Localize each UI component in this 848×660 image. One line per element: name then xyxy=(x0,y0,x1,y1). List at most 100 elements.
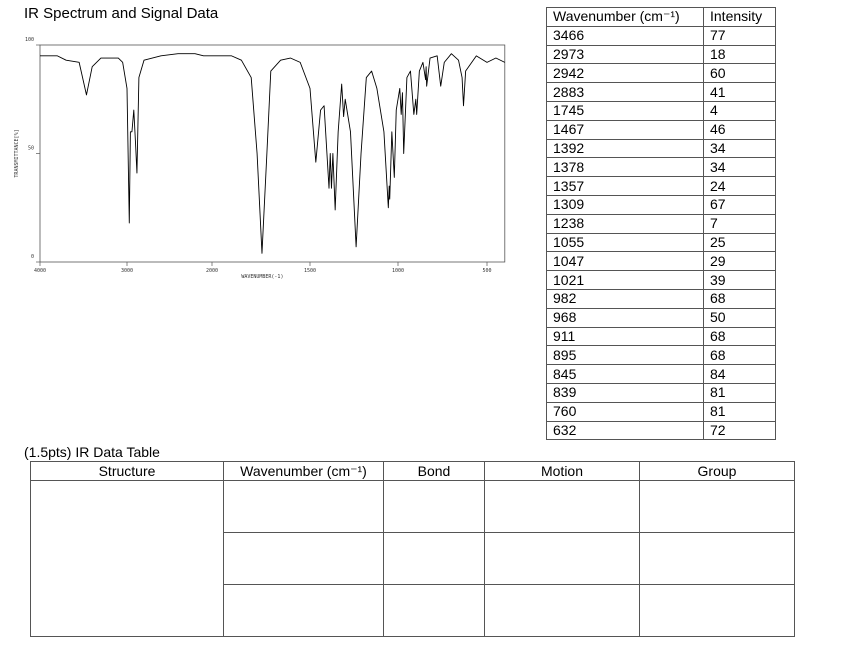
signal-row: 2883 41 xyxy=(546,82,776,102)
cell: 968 xyxy=(546,307,704,328)
x-tick-label: 1500 xyxy=(304,268,316,274)
cell: 632 xyxy=(546,420,704,441)
signal-row: 1745 4 xyxy=(546,100,776,121)
signal-row: 1392 34 xyxy=(546,138,776,159)
cell: 72 xyxy=(703,420,776,441)
signal-row: 1021 39 xyxy=(546,270,776,290)
blank-cell xyxy=(383,480,485,533)
structure-cell xyxy=(30,480,224,637)
cell: 50 xyxy=(703,307,776,328)
spectrum-line xyxy=(40,53,505,254)
y-tick-label: 50 xyxy=(28,146,34,152)
cell: 760 xyxy=(546,401,704,422)
signal-table: Wavenumber (cm⁻¹) Intensity 3466 77 2973 18 29… xyxy=(546,7,776,441)
cell: 34 xyxy=(703,157,776,178)
cell: 1309 xyxy=(546,194,704,215)
x-tick-label: 3000 xyxy=(121,268,133,274)
signal-row: 982 68 xyxy=(546,288,776,309)
cell: 7 xyxy=(703,213,776,234)
signal-row: 839 81 xyxy=(546,382,776,403)
signal-row: 895 68 xyxy=(546,345,776,366)
signal-row: 845 84 xyxy=(546,364,776,384)
blank-cell xyxy=(383,532,485,585)
cell: 68 xyxy=(703,288,776,309)
cell: 982 xyxy=(546,288,704,309)
cell: 1467 xyxy=(546,119,704,140)
blank-cell xyxy=(383,584,485,637)
column-header: Motion xyxy=(484,461,640,481)
ir-data-table: Structure Wavenumber (cm⁻¹) Bond Motion Grou… xyxy=(30,461,795,637)
table-caption: (1.5pts) IR Data Table xyxy=(24,444,160,460)
header-row: Structure Wavenumber (cm⁻¹) Bond Motion Grou… xyxy=(30,461,795,481)
cell: 1378 xyxy=(546,157,704,178)
title: IR Spectrum and Signal Data xyxy=(24,5,219,22)
cell: 41 xyxy=(703,82,776,102)
signal-row: 1055 25 xyxy=(546,232,776,253)
signal-row: 1309 67 xyxy=(546,194,776,215)
column-header: Bond xyxy=(383,461,485,481)
signal-row: 1238 7 xyxy=(546,213,776,234)
blank-cell xyxy=(484,532,640,585)
blank-cell xyxy=(639,584,795,637)
cell: 84 xyxy=(703,364,776,384)
cell: 67 xyxy=(703,194,776,215)
signal-row: 911 68 xyxy=(546,326,776,347)
plot-frame xyxy=(39,44,506,263)
x-tick-label: 500 xyxy=(482,268,491,274)
signal-row: 760 81 xyxy=(546,401,776,422)
cell: 1357 xyxy=(546,176,704,196)
cell: 2942 xyxy=(546,63,704,84)
y-tick-label: 100 xyxy=(25,37,34,43)
signal-row: 3466 77 xyxy=(546,25,776,46)
column-header: Intensity xyxy=(703,7,776,27)
signal-row: 1378 34 xyxy=(546,157,776,178)
signal-row: 1047 29 xyxy=(546,251,776,272)
y-tick-label: 0 xyxy=(31,254,34,260)
cell: 839 xyxy=(546,382,704,403)
blank-cell xyxy=(639,480,795,533)
y-axis-label: TRANSMITTANCE[%] xyxy=(14,129,20,177)
x-tick-label: 1000 xyxy=(392,268,404,274)
signal-row: 1357 24 xyxy=(546,176,776,196)
column-header: Group xyxy=(639,461,795,481)
signal-row: 1467 46 xyxy=(546,119,776,140)
cell: 18 xyxy=(703,44,776,65)
cell: 4 xyxy=(703,100,776,121)
x-tick-label: 2000 xyxy=(206,268,218,274)
blank-cell xyxy=(639,532,795,585)
cell: 911 xyxy=(546,326,704,347)
cell: 1392 xyxy=(546,138,704,159)
cell: 81 xyxy=(703,382,776,403)
signal-row: 968 50 xyxy=(546,307,776,328)
x-axis-label: WAVENUMBER(-1) xyxy=(241,274,283,280)
cell: 81 xyxy=(703,401,776,422)
cell: 29 xyxy=(703,251,776,272)
cell: 24 xyxy=(703,176,776,196)
column-header: Structure xyxy=(30,461,224,481)
header-row: Wavenumber (cm⁻¹) Intensity xyxy=(546,7,776,27)
cell: 1055 xyxy=(546,232,704,253)
column-header: Wavenumber (cm⁻¹) xyxy=(546,7,704,27)
blank-cell xyxy=(223,532,384,585)
blank-row xyxy=(30,480,795,637)
cell: 3466 xyxy=(546,25,704,46)
cell: 2883 xyxy=(546,82,704,102)
blank-cell xyxy=(484,584,640,637)
cell: 34 xyxy=(703,138,776,159)
cell: 68 xyxy=(703,345,776,366)
cell: 1021 xyxy=(546,270,704,290)
cell: 68 xyxy=(703,326,776,347)
cell: 2973 xyxy=(546,44,704,65)
signal-row: 2973 18 xyxy=(546,44,776,65)
cell: 845 xyxy=(546,364,704,384)
cell: 77 xyxy=(703,25,776,46)
cell: 25 xyxy=(703,232,776,253)
cell: 1238 xyxy=(546,213,704,234)
cell: 1745 xyxy=(546,100,704,121)
ir-spectrum: 0 50 100 4000 3000 2000 1500 1000 500 WAVENUMBER(… xyxy=(14,37,506,280)
blank-cell xyxy=(223,480,384,533)
cell: 39 xyxy=(703,270,776,290)
cell: 1047 xyxy=(546,251,704,272)
blank-cell xyxy=(223,584,384,637)
